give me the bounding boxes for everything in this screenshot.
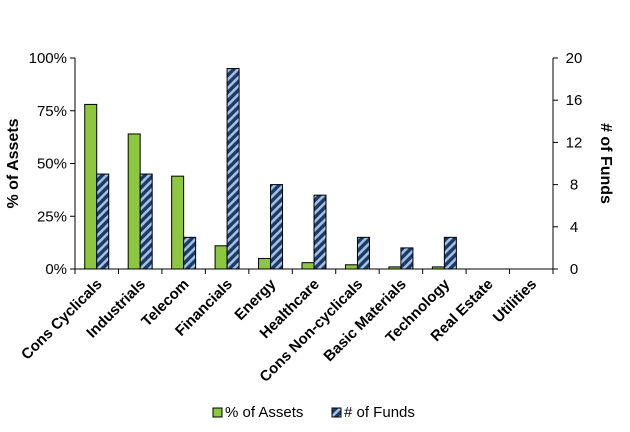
bar-funds: [183, 236, 197, 270]
left-tick-label: 0%: [45, 261, 67, 278]
bar-assets: [258, 257, 272, 270]
category-label: Utilities: [490, 276, 540, 326]
right-tick-label: 0: [570, 261, 578, 278]
left-tick-label: 75%: [37, 103, 67, 120]
right-tick-label: 8: [570, 177, 578, 194]
bar-assets: [214, 245, 228, 270]
right-tick-label: 12: [566, 134, 583, 151]
bar-funds: [96, 173, 110, 270]
left-tick-label: 50%: [37, 156, 67, 173]
y-axis-left-title: % of Assets: [5, 118, 22, 208]
bar-assets: [431, 266, 445, 270]
bar-assets: [301, 262, 315, 270]
legend-swatch-assets: [212, 407, 223, 418]
legend-label-funds: # of Funds: [344, 404, 415, 421]
bars: [84, 68, 457, 270]
bar-assets: [171, 175, 185, 270]
y-axis-right-title: # of Funds: [597, 123, 614, 204]
right-tick-label: 20: [566, 50, 583, 67]
bar-assets: [344, 264, 358, 270]
bar-assets: [84, 103, 98, 270]
bar-funds: [356, 236, 370, 270]
left-tick-label: 100%: [29, 50, 67, 67]
bar-funds: [139, 173, 153, 270]
bar-funds: [226, 68, 240, 270]
bar-assets: [127, 133, 141, 270]
legend-swatch-funds: [331, 407, 342, 418]
left-tick-label: 25%: [37, 208, 67, 225]
bar-funds: [313, 194, 327, 270]
bar-funds: [400, 247, 414, 270]
legend-label-assets: % of Assets: [225, 404, 303, 421]
right-tick-label: 16: [566, 92, 583, 109]
right-tick-label: 4: [570, 219, 578, 236]
bar-assets: [388, 266, 402, 270]
bar-funds: [270, 184, 284, 270]
legend: % of Assets # of Funds: [212, 404, 415, 421]
bar-funds: [443, 236, 457, 270]
